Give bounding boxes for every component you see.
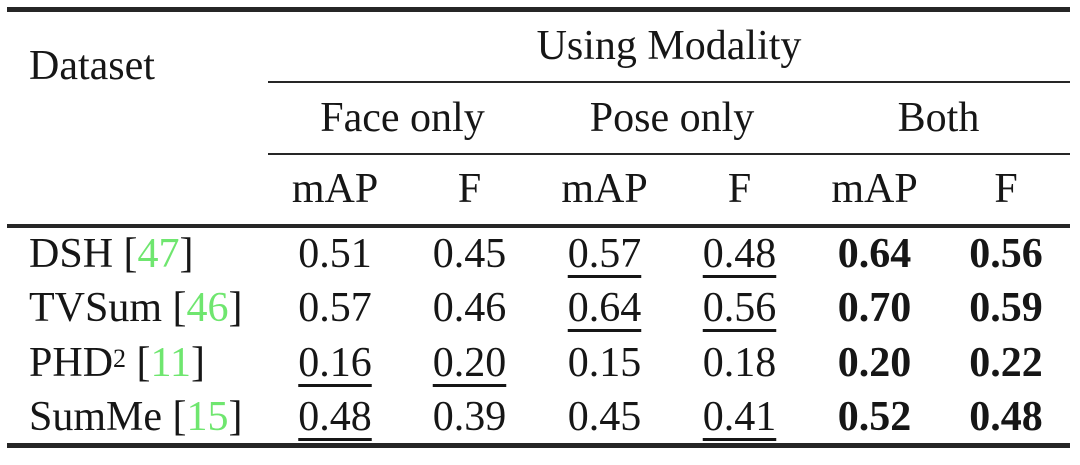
metric-header-map-both: mAP [831, 166, 918, 212]
metric-value-cell: 0.56 [672, 281, 807, 336]
metric-value: 0.22 [969, 340, 1043, 386]
metric-value-cell: 0.41 [672, 391, 807, 446]
metric-value-cell: 0.15 [537, 336, 672, 391]
metric-value-cell: 0.45 [402, 223, 537, 281]
dataset-label: PHD2 [11] [29, 340, 205, 386]
metric-value: 0.70 [837, 285, 912, 331]
metric-value-cell: 0.64 [537, 281, 672, 336]
citation-link[interactable]: 11 [150, 340, 191, 386]
metric-value-cell: 0.64 [807, 223, 942, 281]
table-row: PHD2 [11] 0.16 0.20 0.15 0.18 0.20 0.22 [7, 336, 1070, 391]
table-row: TVSum [46] 0.57 0.46 0.64 0.56 0.70 0.59 [7, 281, 1070, 336]
metric-value: 0.64 [567, 285, 642, 331]
group-header-both: Both [807, 81, 1070, 155]
metric-value-cell: 0.46 [402, 281, 537, 336]
metric-value: 0.59 [969, 285, 1043, 331]
metric-value-cell: 0.57 [537, 223, 672, 281]
metric-header-f-pose: F [727, 166, 752, 212]
metric-value-cell: 0.45 [537, 391, 672, 446]
metric-value-cell: 0.48 [672, 223, 807, 281]
citation-link[interactable]: 46 [186, 285, 229, 331]
table-row: DSH [47] 0.51 0.45 0.57 0.48 0.64 0.56 [7, 223, 1070, 281]
metric-header-map-face: mAP [291, 166, 379, 212]
metric-value-cell: 0.18 [672, 336, 807, 391]
metric-value-cell: 0.51 [268, 223, 402, 281]
metric-value: 0.56 [969, 231, 1043, 277]
dataset-column-header: Dataset [29, 43, 155, 89]
metric-value: 0.46 [432, 285, 507, 331]
metric-value-cell: 0.56 [942, 223, 1070, 281]
metric-value-cell: 0.20 [402, 336, 537, 391]
dataset-superscript: 2 [113, 344, 127, 373]
metric-value: 0.57 [298, 285, 372, 331]
metric-value: 0.52 [837, 393, 912, 440]
metric-value-cell: 0.39 [402, 391, 537, 446]
metric-header-f-both: F [994, 166, 1018, 212]
table-header: Dataset Using Modality Face only Pose on… [7, 9, 1070, 226]
metric-value-cell: 0.59 [942, 281, 1070, 336]
group-header-pose-only: Pose only [537, 81, 807, 155]
metric-value-cell: 0.52 [807, 391, 942, 446]
metric-value: 0.48 [969, 393, 1043, 440]
metric-value-cell: 0.48 [268, 391, 402, 446]
metric-header-f-face: F [457, 166, 482, 212]
metric-value-cell: 0.57 [268, 281, 402, 336]
header-row-groups: Face only Pose only Both [7, 81, 1070, 155]
metric-value-cell: 0.48 [942, 391, 1070, 446]
metric-value: 0.45 [567, 393, 642, 440]
metric-value: 0.57 [567, 231, 642, 277]
results-table: Dataset Using Modality Face only Pose on… [7, 7, 1070, 448]
metric-value: 0.64 [837, 231, 912, 277]
metric-value-cell: 0.16 [268, 336, 402, 391]
metric-value: 0.45 [432, 231, 507, 277]
citation-link[interactable]: 47 [137, 231, 180, 277]
metric-value: 0.39 [432, 393, 507, 440]
metric-header-map-pose: mAP [561, 166, 648, 212]
using-modality-header: Using Modality [268, 9, 1070, 83]
dataset-label: TVSum [46] [29, 285, 243, 331]
metric-value: 0.48 [298, 393, 372, 440]
metric-value: 0.41 [702, 393, 777, 440]
metric-value: 0.48 [702, 231, 777, 277]
metric-value: 0.18 [702, 340, 777, 386]
metric-value: 0.15 [567, 340, 642, 386]
metric-value-cell: 0.22 [942, 336, 1070, 391]
citation-link[interactable]: 15 [186, 393, 229, 440]
metric-value: 0.51 [298, 231, 372, 277]
metric-value: 0.20 [837, 340, 912, 386]
header-row-modality: Dataset Using Modality [7, 9, 1070, 89]
header-row-metrics: mAP F mAP F mAP F [7, 154, 1070, 226]
metric-value: 0.56 [702, 285, 777, 331]
dataset-label: SumMe [15] [29, 393, 243, 440]
metric-value: 0.16 [298, 340, 372, 386]
group-header-face-only: Face only [268, 81, 537, 155]
dataset-label: DSH [47] [7, 223, 268, 281]
metric-value-cell: 0.70 [807, 281, 942, 336]
table-row: SumMe [15] 0.48 0.39 0.45 0.41 0.52 0.48 [7, 391, 1070, 446]
metric-value-cell: 0.20 [807, 336, 942, 391]
metric-value: 0.20 [432, 340, 507, 386]
table-body: DSH [47] 0.51 0.45 0.57 0.48 0.64 0.56 TVSum [4… [7, 223, 1070, 446]
